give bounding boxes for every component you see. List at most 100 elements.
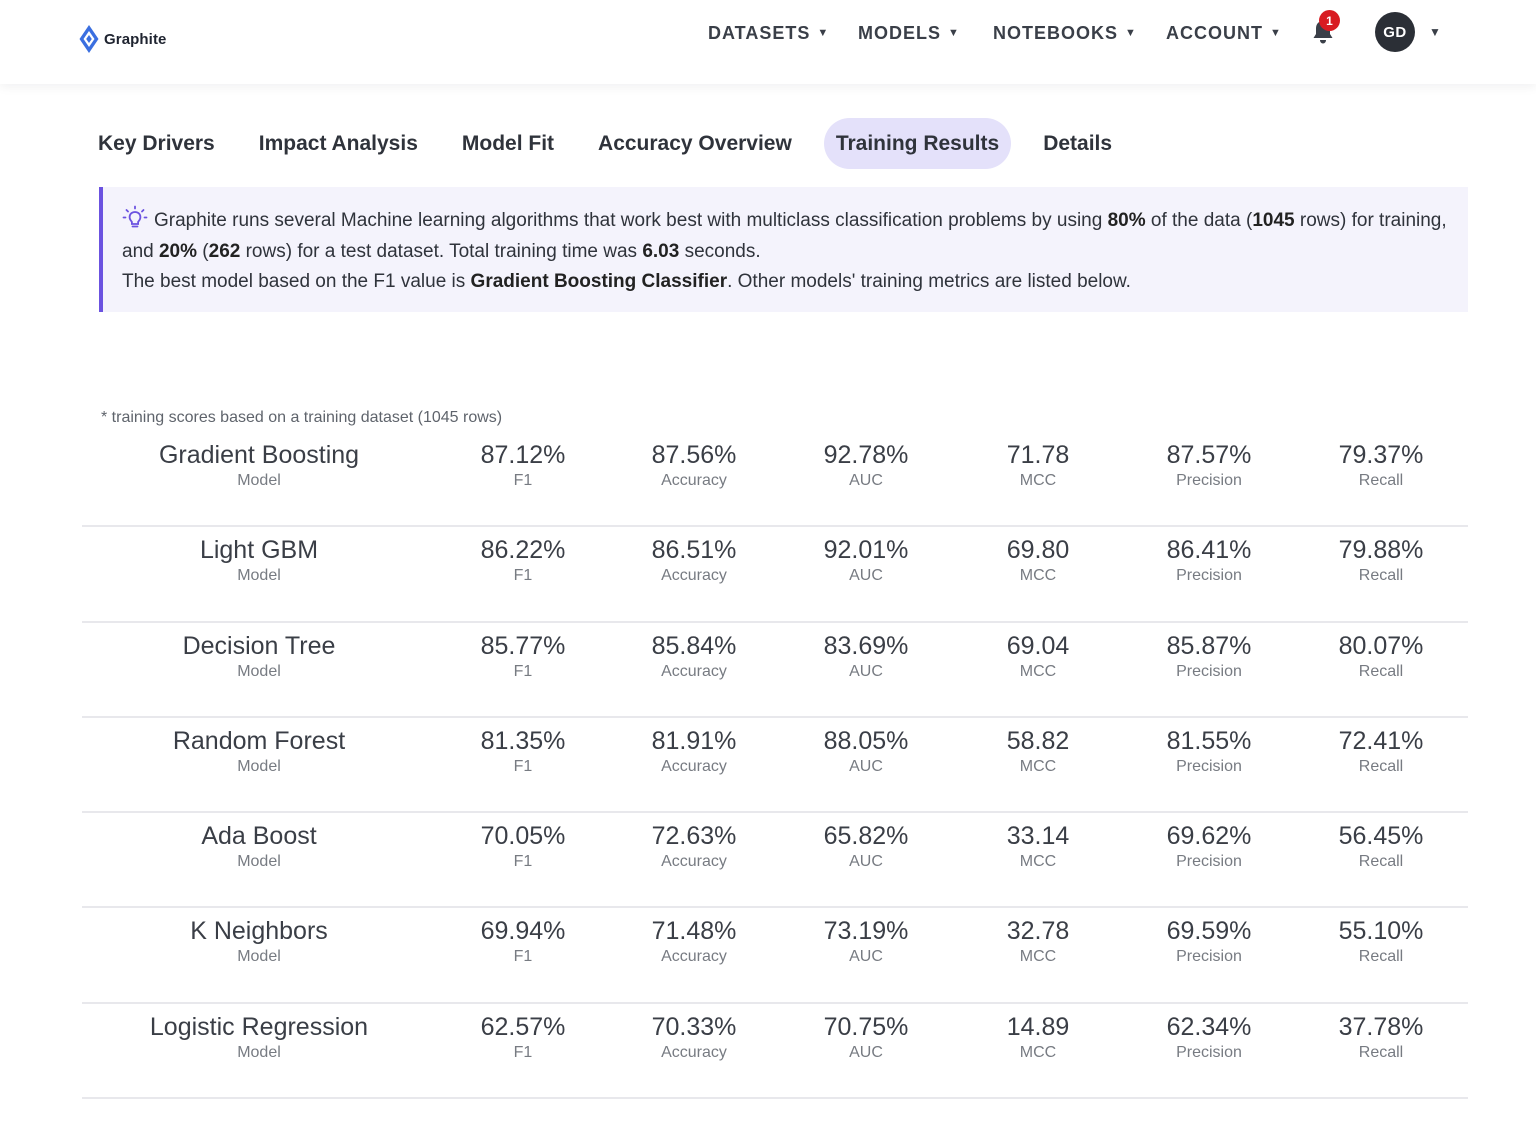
train-rows: 1045 [1252,210,1295,231]
analysis-tabs: Key Drivers Impact Analysis Model Fit Ac… [86,118,1124,169]
precision-value: 87.57% [1166,441,1252,469]
auc-value: 83.69% [823,631,909,660]
mcc-label: MCC [1019,853,1057,871]
auc-cell: 88.05% AUC [786,726,946,778]
precision-label: Precision [1176,853,1242,871]
accuracy-cell: 85.84% Accuracy [614,631,774,683]
model-name: Gradient Boosting [158,441,360,469]
accuracy-label: Accuracy [661,948,727,966]
precision-cell: 69.59% Precision [1129,916,1289,968]
best-model-name: Gradient Boosting Classifier [470,271,728,292]
precision-value: 69.62% [1166,822,1252,851]
training-time: 6.03 [642,240,680,262]
mcc-cell: 14.89 MCC [958,1012,1118,1064]
model-label: Model [237,662,281,680]
callout-text: Graphite runs several Machine learning a… [154,210,1108,231]
logo[interactable]: Graphite [78,24,166,54]
accuracy-value: 87.56% [651,441,737,469]
nav-models[interactable]: MODELS ▼ [858,20,959,46]
auc-value: 92.78% [823,441,909,469]
recall-value: 55.10% [1338,917,1424,946]
callout-text: ( [197,240,209,262]
precision-cell: 69.62% Precision [1129,821,1289,873]
notification-count-badge: 1 [1319,10,1340,31]
table-row: Random Forest Model 81.35% F1 81.91% Accuracy… [82,718,1468,814]
training-scores-footnote: * training scores based on a training da… [101,409,503,426]
callout-text: rows) for training, and [122,210,1447,262]
callout-line-2: The best model based on the F1 value is … [122,267,1448,298]
table-row: Light GBM Model 86.22% F1 86.51% Accuracy 92.0… [82,527,1468,623]
caret-down-icon: ▼ [817,27,829,39]
f1-value: 81.35% [480,726,566,755]
precision-label: Precision [1176,948,1242,966]
accuracy-value: 85.84% [651,631,737,660]
precision-value: 86.41% [1166,536,1252,565]
nav-notebooks-label: NOTEBOOKS [993,22,1119,43]
accuracy-label: Accuracy [661,757,727,775]
tab-key-drivers[interactable]: Key Drivers [98,131,215,155]
recall-cell: 80.07% Recall [1301,631,1461,683]
model-label: Model [237,472,281,489]
model-cell: Random Forest Model [129,726,389,778]
mcc-cell: 71.78 MCC [958,440,1118,492]
auc-label: AUC [849,853,883,871]
mcc-value: 69.04 [1006,631,1070,660]
f1-cell: 85.77% F1 [443,631,603,683]
recall-cell: 56.45% Recall [1301,821,1461,873]
precision-value: 62.34% [1166,1012,1252,1041]
tab-impact-analysis[interactable]: Impact Analysis [258,131,418,155]
precision-label: Precision [1176,567,1242,585]
accuracy-cell: 71.48% Accuracy [614,916,774,968]
recall-cell: 55.10% Recall [1301,916,1461,968]
caret-down-icon: ▼ [1125,27,1136,39]
auc-value: 92.01% [823,536,909,565]
user-menu-caret-icon[interactable]: ▼ [1429,25,1441,39]
recall-label: Recall [1358,662,1404,680]
nav-notebooks[interactable]: NOTEBOOKS ▼ [993,20,1136,46]
mcc-value: 33.14 [1006,822,1070,851]
f1-cell: 69.94% F1 [443,916,603,968]
mcc-cell: 32.78 MCC [958,916,1118,968]
precision-cell: 62.34% Precision [1129,1012,1289,1064]
model-label: Model [237,567,281,585]
model-name: Ada Boost [201,822,317,851]
model-name: Logistic Regression [149,1012,369,1041]
mcc-cell: 33.14 MCC [958,821,1118,873]
model-cell: Gradient Boosting Model [129,440,389,492]
tab-details[interactable]: Details [1043,131,1113,155]
table-row: Ada Boost Model 70.05% F1 72.63% Accuracy 65.8… [82,813,1468,909]
logo-text: Graphite [104,30,167,48]
auc-label: AUC [849,662,883,680]
recall-value: 56.45% [1338,822,1424,851]
f1-label: F1 [513,567,533,585]
auc-label: AUC [849,948,883,966]
auc-value: 88.05% [823,726,909,755]
nav-account[interactable]: ACCOUNT ▼ [1166,20,1281,46]
accuracy-label: Accuracy [661,567,727,585]
f1-label: F1 [513,472,533,489]
auc-label: AUC [849,757,883,775]
nav-datasets[interactable]: DATASETS ▼ [708,20,828,46]
model-name: K Neighbors [190,917,328,946]
nav-account-label: ACCOUNT [1166,22,1263,43]
tab-training-results[interactable]: Training Results [823,118,1012,169]
precision-label: Precision [1176,1043,1242,1061]
recall-label: Recall [1358,567,1404,585]
caret-down-icon: ▼ [948,27,959,39]
precision-label: Precision [1176,662,1242,680]
auc-value: 65.82% [823,822,909,851]
auc-cell: 92.78% AUC [786,440,946,492]
tab-accuracy-overview[interactable]: Accuracy Overview [598,131,792,155]
avatar[interactable]: GD [1375,12,1415,52]
auc-value: 70.75% [823,1012,909,1041]
accuracy-label: Accuracy [661,472,727,489]
callout-text: of the data ( [1145,210,1253,231]
recall-label: Recall [1358,472,1404,489]
tab-model-fit[interactable]: Model Fit [461,131,555,155]
training-results-table: Gradient Boosting Model 87.12% F1 87.56% Accu… [82,432,1468,1100]
recall-cell: 79.37% Recall [1301,440,1461,492]
recall-value: 72.41% [1338,726,1424,755]
recall-label: Recall [1358,757,1404,775]
model-label: Model [237,1043,281,1061]
precision-value: 81.55% [1166,726,1252,755]
